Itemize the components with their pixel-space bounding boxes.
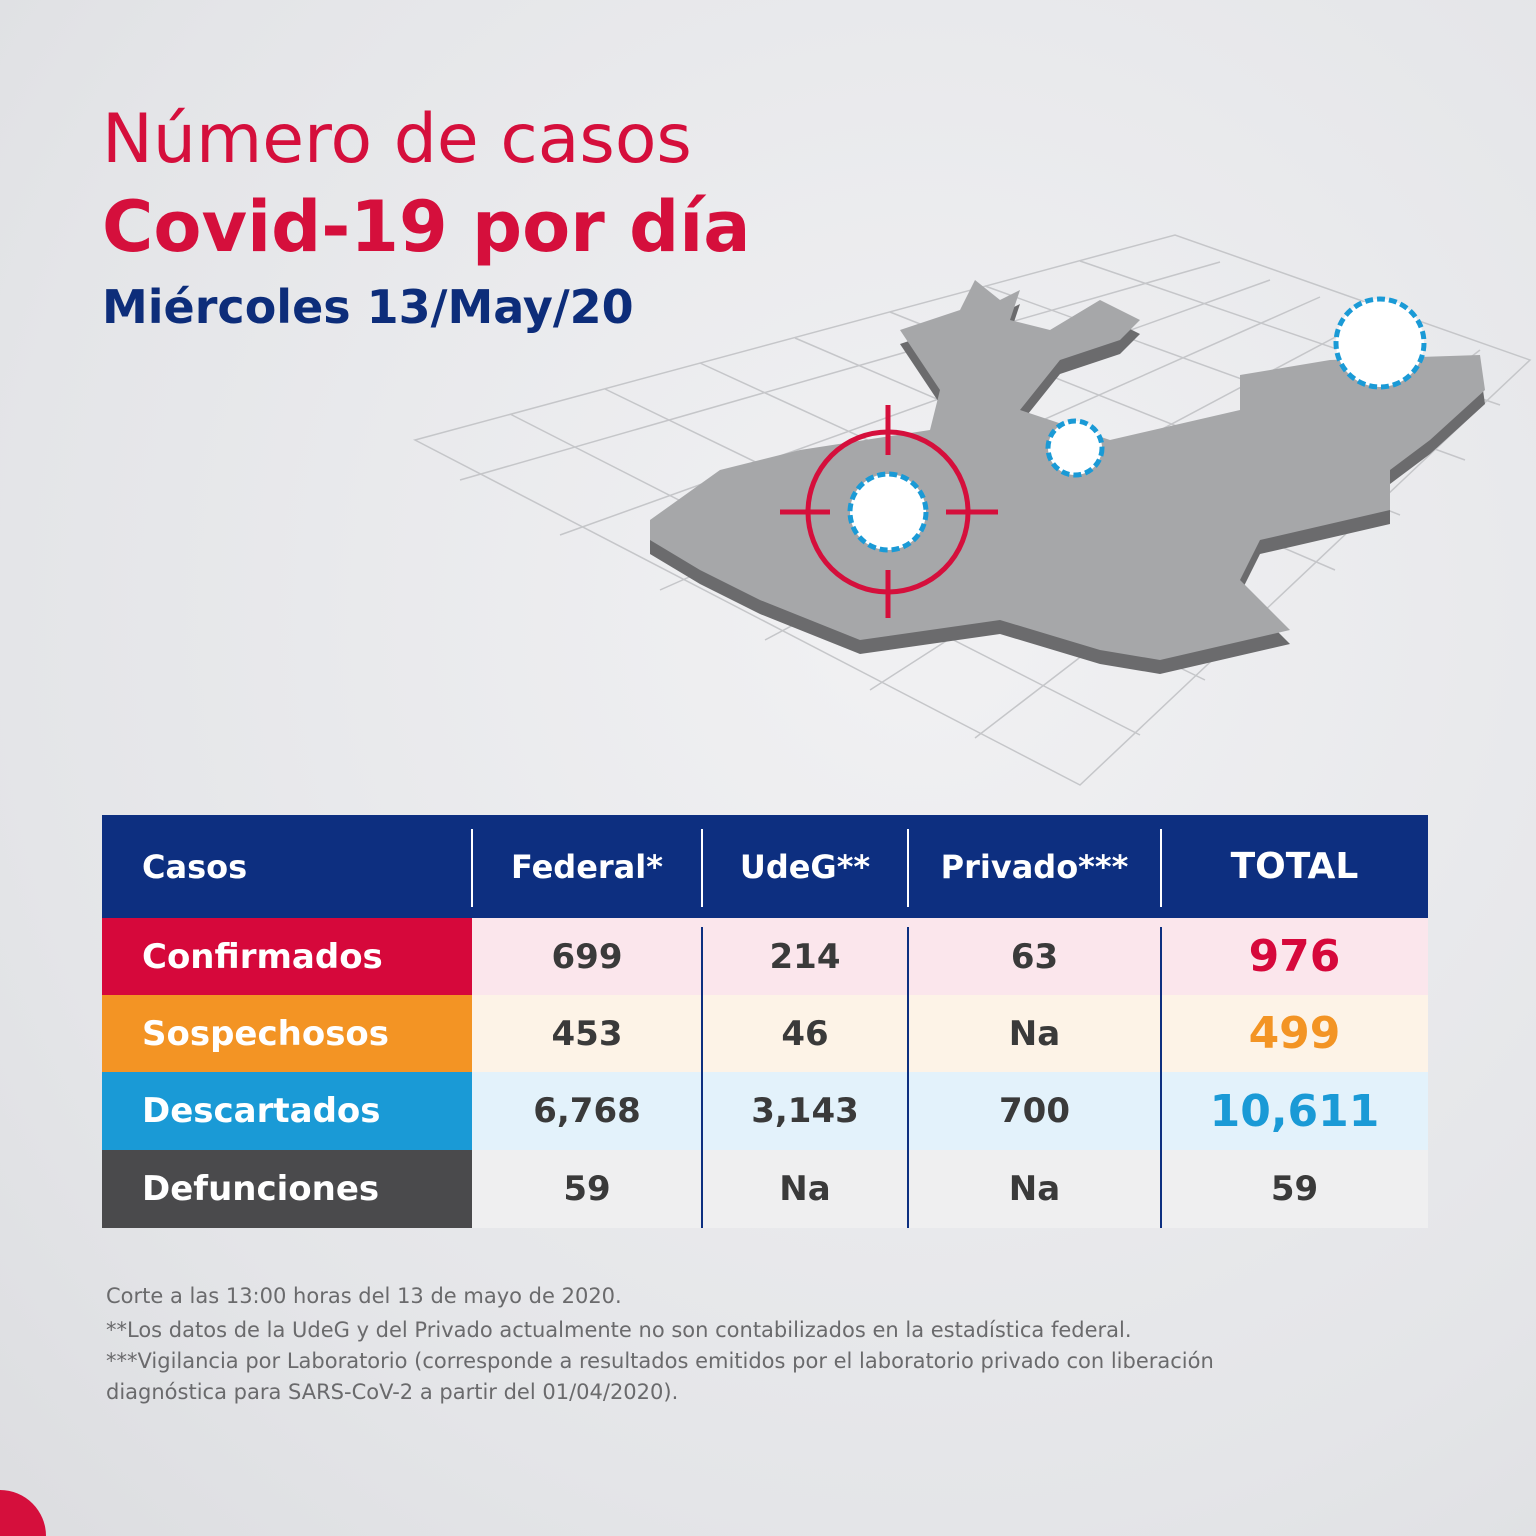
footnote: diagnóstica para SARS-CoV-2 a partir del… bbox=[106, 1380, 679, 1404]
column-divider bbox=[907, 829, 909, 907]
value-cell: 3,143 bbox=[751, 1091, 859, 1131]
title-line: Covid-19 por día bbox=[102, 186, 751, 268]
value-cell: 59 bbox=[1270, 1169, 1319, 1209]
row-bg bbox=[472, 1072, 1428, 1150]
value-cell: 10,611 bbox=[1209, 1085, 1380, 1137]
column-divider bbox=[1160, 829, 1162, 907]
value-cell: 6,768 bbox=[533, 1091, 641, 1131]
row-bg bbox=[472, 995, 1428, 1072]
footnote: Corte a las 13:00 horas del 13 de mayo d… bbox=[106, 1284, 622, 1308]
value-cell: 453 bbox=[551, 1013, 623, 1054]
row-bg bbox=[472, 1150, 1428, 1228]
value-cell: 700 bbox=[999, 1091, 1070, 1131]
footnote: ***Vigilancia por Laboratorio (correspon… bbox=[106, 1349, 1214, 1373]
value-cell: Na bbox=[1008, 1013, 1061, 1054]
value-cell: 59 bbox=[563, 1169, 611, 1209]
value-cell: 63 bbox=[1010, 936, 1059, 977]
row-label: Confirmados bbox=[102, 918, 472, 995]
value-cell: 976 bbox=[1248, 931, 1341, 982]
value-cell: 699 bbox=[551, 936, 623, 977]
value-cell: 46 bbox=[781, 1013, 829, 1054]
footnote: **Los datos de la UdeG y del Privado act… bbox=[106, 1318, 1132, 1342]
row-bg bbox=[472, 918, 1428, 995]
map-illustration bbox=[412, 234, 1532, 786]
row-label: Defunciones bbox=[102, 1150, 472, 1228]
header-cell: Privado*** bbox=[940, 847, 1129, 886]
value-cell: Na bbox=[1008, 1169, 1061, 1209]
header-cell: TOTAL bbox=[1230, 846, 1359, 887]
value-cell: 499 bbox=[1248, 1008, 1341, 1059]
column-divider bbox=[471, 829, 473, 907]
header-cell: Casos bbox=[142, 847, 248, 886]
header-cell: UdeG** bbox=[739, 847, 871, 886]
corner-badge bbox=[0, 1490, 46, 1536]
column-divider bbox=[701, 829, 703, 907]
row-label: Descartados bbox=[102, 1072, 472, 1150]
virus-icons bbox=[847, 296, 1427, 553]
value-cell: Na bbox=[779, 1169, 831, 1209]
target bbox=[780, 405, 998, 618]
title-line: Número de casos bbox=[102, 100, 692, 179]
column-divider bbox=[907, 927, 909, 1228]
cases-table: Casos Federal* UdeG** Privado*** TOTAL Confir… bbox=[102, 815, 1428, 1228]
row-label: Sospechosos bbox=[102, 995, 472, 1072]
header-cell: Federal* bbox=[511, 847, 663, 886]
column-divider bbox=[701, 927, 703, 1228]
value-cell: 214 bbox=[769, 936, 841, 977]
date: Miércoles 13/May/20 bbox=[102, 280, 634, 334]
table-header-bg bbox=[102, 815, 1428, 918]
column-divider bbox=[1160, 927, 1162, 1228]
